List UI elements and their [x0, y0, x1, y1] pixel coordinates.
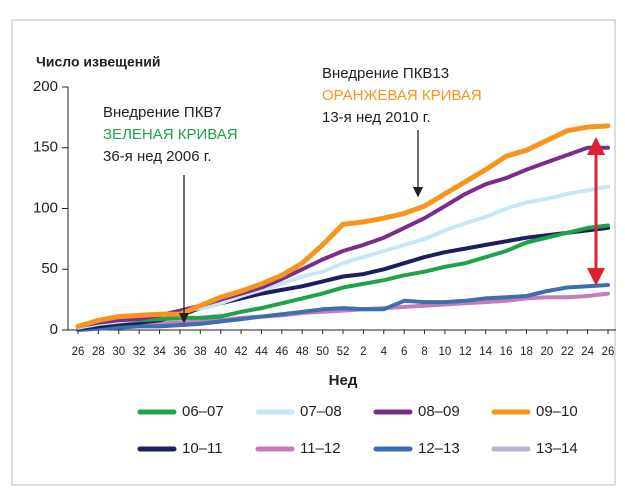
- x-tick-label: 18: [520, 346, 533, 358]
- y-tick-label: 0: [50, 321, 58, 338]
- legend-label: 08–09: [418, 403, 460, 420]
- x-tick-label: 2: [360, 346, 366, 358]
- legend-label: 06–07: [182, 403, 224, 420]
- legend-label: 07–08: [300, 403, 342, 420]
- annotation: 36-я нед 2006 г.: [103, 148, 212, 165]
- series-line: [75, 123, 611, 329]
- legend-label: 11–12: [300, 440, 341, 457]
- x-tick-label: 24: [581, 346, 594, 358]
- annotation: ЗЕЛЕНАЯ КРИВАЯ: [103, 126, 238, 143]
- series-line: [76, 283, 610, 332]
- x-tick-label: 48: [296, 346, 309, 358]
- x-tick-label: 46: [275, 346, 288, 358]
- x-tick-label: 30: [112, 346, 125, 358]
- x-tick-label: 50: [316, 346, 329, 358]
- x-tick-label: 26: [602, 346, 615, 358]
- annotation: ОРАНЖЕВАЯ КРИВАЯ: [322, 87, 482, 104]
- legend-label: 12–13: [418, 440, 460, 457]
- series-line: [76, 291, 610, 332]
- annotation: 13-я нед 2010 г.: [322, 109, 431, 126]
- x-tick-label: 52: [337, 346, 350, 358]
- x-tick-label: 34: [153, 346, 166, 358]
- x-axis-title: Нед: [329, 372, 358, 389]
- series-line: [76, 223, 610, 330]
- x-tick-label: 36: [174, 346, 187, 358]
- legend-label: 13–14: [536, 440, 578, 457]
- y-tick-label: 50: [41, 260, 58, 277]
- x-tick-label: 44: [255, 346, 268, 358]
- x-tick-label: 26: [72, 346, 85, 358]
- x-tick-label: 28: [92, 346, 105, 358]
- x-tick-label: 42: [235, 346, 248, 358]
- annotation: Внедрение ПКВ7: [103, 104, 222, 121]
- y-tick-label: 200: [33, 78, 58, 95]
- legend-label: 09–10: [536, 403, 578, 420]
- annotation: Внедрение ПКВ13: [322, 65, 449, 82]
- x-tick-label: 32: [133, 346, 146, 358]
- x-tick-label: 10: [439, 346, 452, 358]
- legend-label: 10–11: [182, 440, 223, 457]
- x-tick-label: 8: [421, 346, 427, 358]
- x-tick-label: 4: [381, 346, 388, 358]
- x-tick-label: 16: [500, 346, 513, 358]
- x-tick-label: 40: [214, 346, 227, 358]
- x-tick-label: 20: [540, 346, 553, 358]
- x-tick-label: 6: [401, 346, 407, 358]
- y-tick-label: 100: [33, 199, 58, 216]
- x-tick-label: 38: [194, 346, 207, 358]
- y-tick-label: 150: [33, 139, 58, 156]
- x-tick-label: 22: [561, 346, 574, 358]
- y-axis-title: Число извещений: [36, 54, 160, 70]
- x-tick-label: 14: [479, 346, 492, 358]
- x-tick-label: 12: [459, 346, 472, 358]
